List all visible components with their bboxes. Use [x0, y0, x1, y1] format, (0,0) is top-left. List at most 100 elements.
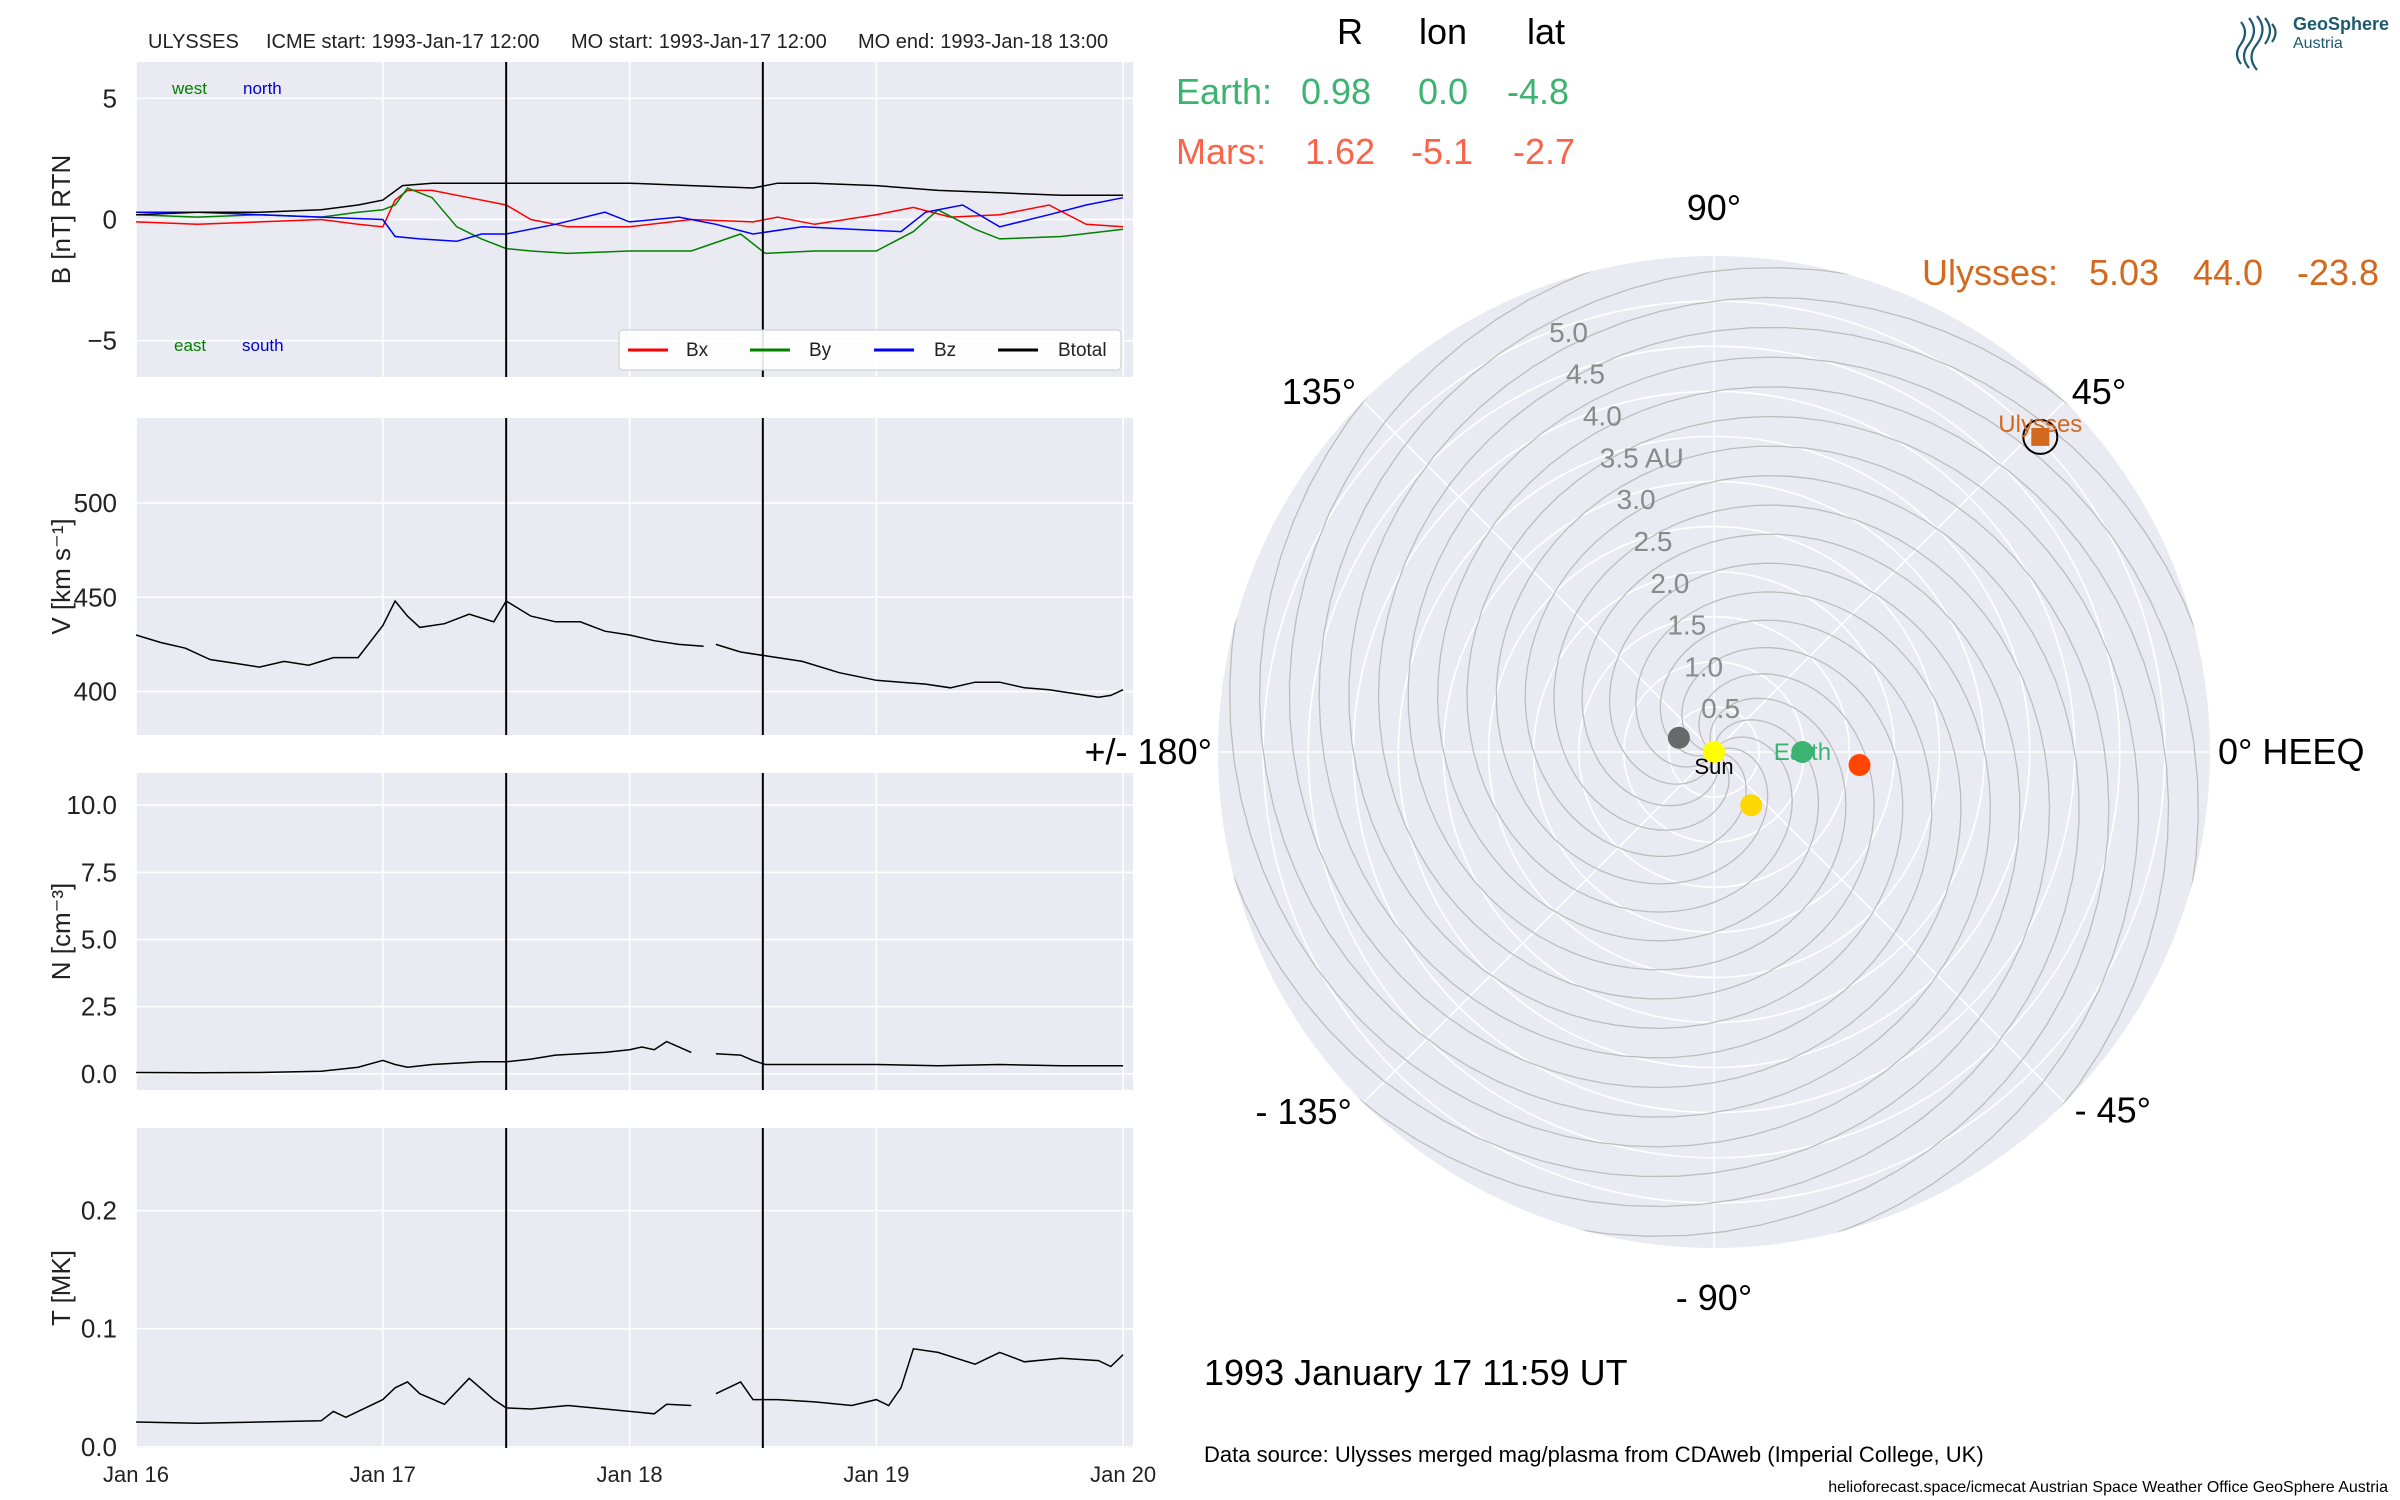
table-row-mars: Mars: 1.62 -5.1 -2.7	[1176, 131, 1575, 172]
panel-t: 0.2 0.1 0.0 T [MK] Jan 16 Jan 17 Jan 18 Jan 19 J…	[46, 1128, 1156, 1487]
table-header-lat: lat	[1527, 11, 1565, 52]
angle-label: +/- 180°	[1085, 731, 1212, 772]
panel-b: 5 0 −5 B [nT] RTN	[46, 62, 1133, 377]
y-tick-label: 450	[74, 582, 117, 612]
radial-tick-label: 5.0	[1549, 317, 1588, 348]
legend-label-bz: Bz	[934, 340, 956, 361]
y-tick-label: 10.0	[66, 790, 117, 820]
radial-tick-label: 4.0	[1583, 401, 1622, 432]
angle-label: 0° HEEQ	[2218, 731, 2364, 772]
series-line-bz	[136, 196, 1124, 243]
series-line-t	[135, 1347, 1124, 1424]
x-tick-label: Jan 18	[597, 1462, 663, 1487]
legend-box	[618, 329, 1122, 371]
earth-label: Earth	[1774, 739, 1831, 766]
position-table: R lon lat Earth: 0.98 0.0 -4.8 Mars: 1.6…	[1176, 11, 2379, 293]
earth-marker	[1791, 741, 1814, 763]
series-line-v	[135, 599, 1124, 699]
west-annotation: west	[171, 79, 207, 98]
x-tick-label: Jan 17	[350, 1462, 416, 1487]
radial-tick-label: 4.5	[1566, 359, 1605, 390]
angle-label: - 135°	[1256, 1091, 1352, 1132]
earth-r: 0.98	[1301, 71, 1371, 112]
ulysses-lon: 44.0	[2193, 252, 2263, 293]
north-annotation: north	[243, 79, 282, 98]
parker-spiral-line	[1218, 504, 2051, 1178]
table-row-earth: Earth: 0.98 0.0 -4.8	[1176, 71, 1569, 112]
table-row-ulysses: Ulysses: 5.03 44.0 -23.8	[1922, 252, 2379, 293]
ulysses-name: Ulysses:	[1922, 252, 2058, 293]
legend-label-by: By	[809, 340, 832, 361]
angular-gridline	[1713, 751, 2066, 1104]
series-line-btotal	[135, 182, 1124, 216]
timeseries-panels: 5 0 −5 B [nT] RTN 500 450 400 V [km s⁻¹] 10.0 7.5…	[46, 62, 1156, 1487]
sun-marker	[1703, 741, 1725, 763]
x-tick-label: Jan 16	[103, 1462, 169, 1487]
parker-spiral-line	[1348, 296, 2107, 1030]
timestamp-label: 1993 January 17 11:59 UT	[1204, 1352, 1628, 1393]
y-axis-label: N [cm⁻³]	[46, 883, 76, 981]
earth-lon: 0.0	[1418, 71, 1468, 112]
y-tick-label: −5	[87, 326, 117, 356]
x-tick-label: Jan 20	[1090, 1462, 1156, 1487]
parker-spiral-line	[1229, 533, 2021, 1148]
panel-n: 10.0 7.5 5.0 2.5 0.0 N [cm⁻³]	[46, 773, 1133, 1090]
y-tick-label: 5.0	[81, 925, 117, 955]
y-tick-label: 2.5	[81, 992, 117, 1022]
logo-subtitle: Austria	[2293, 35, 2343, 52]
y-tick-label: 7.5	[81, 857, 117, 887]
angle-label: 45°	[2072, 371, 2126, 412]
polar-orbit-plot: 0.5 1.0 1.5 2.0 2.5 3.0 3.5 AU 4.0 4.5 5.0 0° HEEQ…	[1085, 187, 2365, 1318]
b-direction-annotations: west north east south	[171, 79, 284, 355]
mars-name: Mars:	[1176, 131, 1266, 172]
footer: 1993 January 17 11:59 UT Data source: Ul…	[1204, 1352, 2388, 1496]
y-tick-label: 500	[74, 488, 117, 518]
radial-tick-label: 1.5	[1667, 610, 1706, 641]
table-header-r: R	[1337, 11, 1363, 52]
y-axis-label: V [km s⁻¹]	[46, 518, 76, 634]
mars-r: 1.62	[1305, 131, 1375, 172]
y-axis-label: T [MK]	[46, 1250, 76, 1326]
ulysses-marker	[2031, 427, 2050, 446]
series-line-n	[135, 1040, 1124, 1074]
angular-gridline	[1362, 400, 1715, 753]
radial-tick-label: 2.0	[1650, 568, 1689, 599]
parker-spiral-line	[1321, 474, 2080, 1208]
parker-spiral-line	[1258, 359, 1992, 1118]
south-annotation: south	[242, 336, 284, 355]
radial-tick-label: 3.5 AU	[1600, 442, 1684, 473]
mars-lon: -5.1	[1411, 131, 1473, 172]
panel-v-background	[136, 418, 1133, 735]
parker-spiral-line	[1495, 445, 2110, 1237]
y-tick-label: 400	[74, 677, 117, 707]
y-tick-label: 0.2	[81, 1196, 117, 1226]
venus-marker	[1740, 794, 1763, 817]
spacecraft-title: ULYSSES	[148, 31, 239, 53]
parker-spiral-line	[1318, 267, 1933, 1059]
sun-label: Sun	[1694, 754, 1733, 779]
parker-spiral-line	[1407, 356, 2199, 971]
mo-start-label: MO start: 1993-Jan-17 12:00	[571, 31, 827, 53]
y-tick-label: 0.1	[81, 1314, 117, 1344]
angle-label: - 45°	[2075, 1090, 2151, 1131]
radial-tick-label: 0.5	[1701, 693, 1740, 724]
parker-spiral-line	[1288, 256, 1962, 1089]
ulysses-label: Ulysses	[1998, 411, 2082, 438]
legend-label-btotal: Btotal	[1058, 340, 1107, 361]
panel-v: 500 450 400 V [km s⁻¹]	[46, 418, 1133, 735]
panel-n-background	[136, 773, 1133, 1090]
east-annotation: east	[174, 336, 206, 355]
mercury-marker	[1667, 726, 1690, 749]
mo-end-label: MO end: 1993-Jan-18 13:00	[858, 31, 1108, 53]
parker-spiral-line	[1377, 326, 2210, 1000]
b-legend: Bx By Bz Btotal	[618, 329, 1122, 371]
legend-label-bx: Bx	[686, 340, 709, 361]
table-header-lon: lon	[1419, 11, 1467, 52]
angle-label: 90°	[1687, 187, 1741, 228]
x-tick-label: Jan 19	[843, 1462, 909, 1487]
panel-t-background	[136, 1128, 1133, 1448]
y-tick-label: 0.0	[81, 1432, 117, 1462]
radial-tick-label: 1.0	[1684, 651, 1723, 682]
angle-label: - 90°	[1676, 1277, 1752, 1318]
